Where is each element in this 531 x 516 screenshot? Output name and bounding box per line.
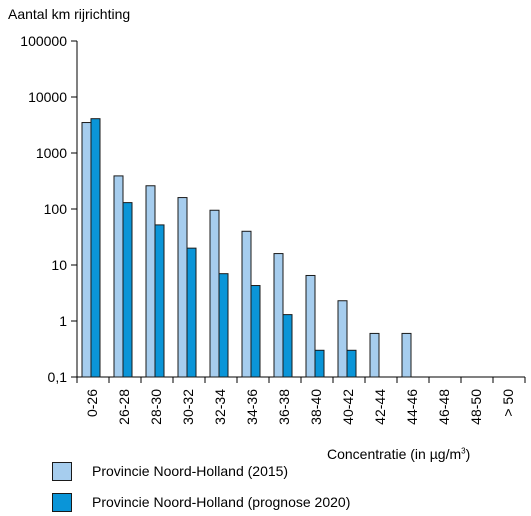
x-tick-label: 44-46 — [404, 389, 420, 425]
x-tick-label: 26-28 — [116, 389, 132, 425]
bar-2015 — [401, 332, 412, 378]
bar-2015 — [209, 209, 220, 378]
x-tick-label: 46-48 — [436, 389, 452, 425]
bar-2015 — [369, 332, 380, 378]
bar-2020 — [122, 202, 133, 378]
legend-item-2015: Provincie Noord-Holland (2015) — [52, 462, 492, 484]
legend-item-2020: Provincie Noord-Holland (prognose 2020) — [52, 493, 492, 515]
x-tick-label: 36-38 — [276, 389, 292, 425]
y-tick-label: 100 — [44, 201, 68, 217]
bar-2020 — [218, 273, 229, 378]
bar-2015 — [81, 122, 92, 378]
bar-2015 — [337, 300, 348, 378]
bar-2015 — [273, 253, 284, 378]
bar-2020 — [154, 224, 165, 378]
x-tick-label: 40-42 — [340, 389, 356, 425]
bar-2015 — [305, 274, 316, 378]
x-tick-label: 0-26 — [84, 389, 100, 417]
legend-label-2015: Provincie Noord-Holland (2015) — [92, 463, 289, 479]
bar-2020 — [250, 285, 261, 378]
y-tick-label: 0,1 — [48, 369, 68, 385]
x-tick-label: 32-34 — [212, 389, 228, 425]
y-tick-label: 1 — [59, 313, 67, 329]
bar-2015 — [241, 230, 252, 378]
x-tick-label: 38-40 — [308, 389, 324, 425]
bar-2020 — [186, 247, 197, 378]
x-axis-label-text: Concentratie (in µg/m — [327, 446, 462, 462]
y-tick-label: 10 — [51, 257, 67, 273]
x-axis-label-suffix: ) — [465, 446, 471, 462]
x-tick-label: > 50 — [500, 389, 516, 417]
bar-2020 — [346, 349, 357, 378]
chart-plot: 0,1 1 10 100 1000 10000 100000 0-26 26-28 28-30 30… — [20, 33, 526, 425]
bar-2015 — [145, 185, 156, 378]
bar-2015 — [113, 175, 124, 378]
y-tick-label: 10000 — [28, 89, 67, 105]
y-tick-label: 100000 — [20, 33, 67, 49]
legend-swatch-2015 — [52, 462, 72, 481]
x-tick-label: 34-36 — [244, 389, 260, 425]
bar-2020 — [282, 314, 293, 378]
x-tick-label: 28-30 — [148, 389, 164, 425]
x-axis-label: Concentratie (in µg/m3) — [327, 446, 470, 462]
legend-swatch-2020 — [52, 493, 72, 512]
bar-2020 — [314, 349, 325, 378]
x-tick-label: 42-44 — [372, 389, 388, 425]
y-tick-label: 1000 — [36, 145, 67, 161]
bar-2020 — [90, 118, 101, 378]
x-tick-label: 30-32 — [180, 389, 196, 425]
x-axis-label-superscript: 3 — [461, 446, 466, 456]
legend-label-2020: Provincie Noord-Holland (prognose 2020) — [92, 494, 351, 510]
y-axis-label: Aantal km rijrichting — [8, 6, 131, 22]
x-tick-label: 48-50 — [468, 389, 484, 425]
bar-2015 — [177, 197, 188, 378]
